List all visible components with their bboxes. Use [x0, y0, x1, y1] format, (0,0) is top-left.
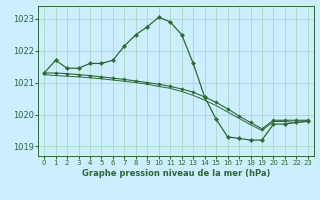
X-axis label: Graphe pression niveau de la mer (hPa): Graphe pression niveau de la mer (hPa): [82, 169, 270, 178]
